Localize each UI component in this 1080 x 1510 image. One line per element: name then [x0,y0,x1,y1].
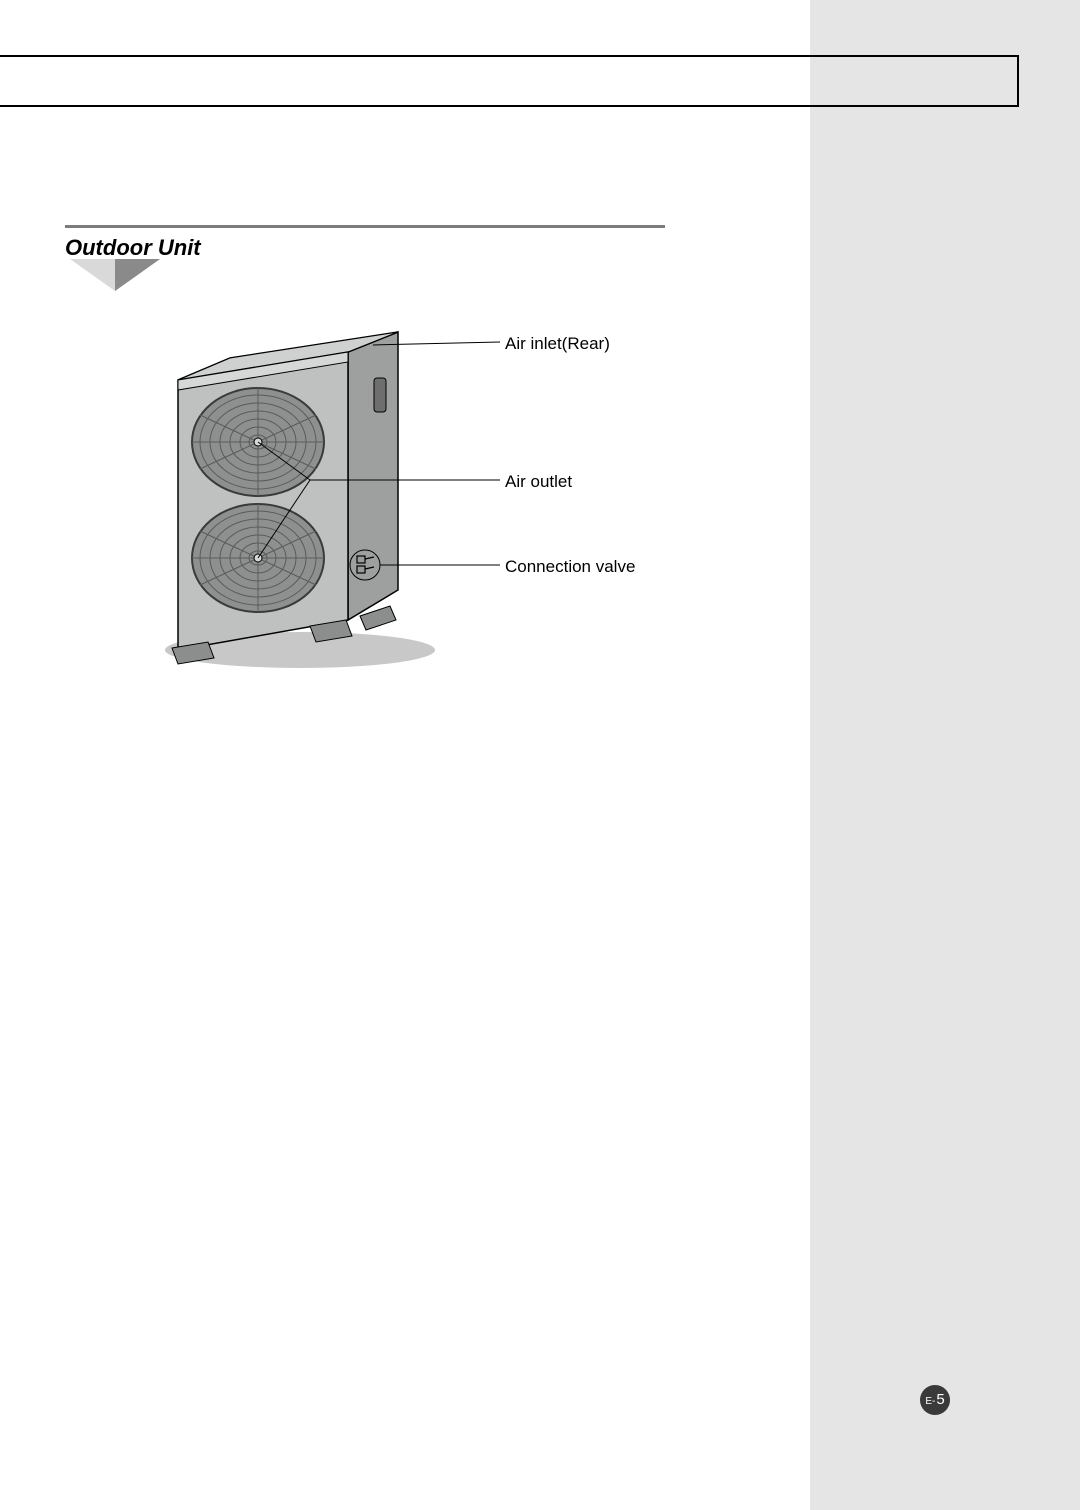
page-num-value: 5 [936,1391,944,1408]
section-divider [65,225,665,228]
section-title: Outdoor Unit [65,235,201,261]
label-air-outlet: Air outlet [505,472,572,492]
label-air-inlet: Air inlet(Rear) [505,334,610,354]
label-connection-valve: Connection valve [505,557,635,577]
outdoor-unit-diagram: Air inlet(Rear) Air outlet Connection va… [160,320,680,690]
page-prefix: E- [925,1396,935,1407]
page-number-badge: E- 5 [920,1385,950,1415]
title-marker-icon [70,259,160,291]
tri-dark [115,259,160,291]
top-frame [0,55,1019,107]
sidebar-panel [810,0,1080,1510]
outdoor-unit-svg [160,320,680,690]
